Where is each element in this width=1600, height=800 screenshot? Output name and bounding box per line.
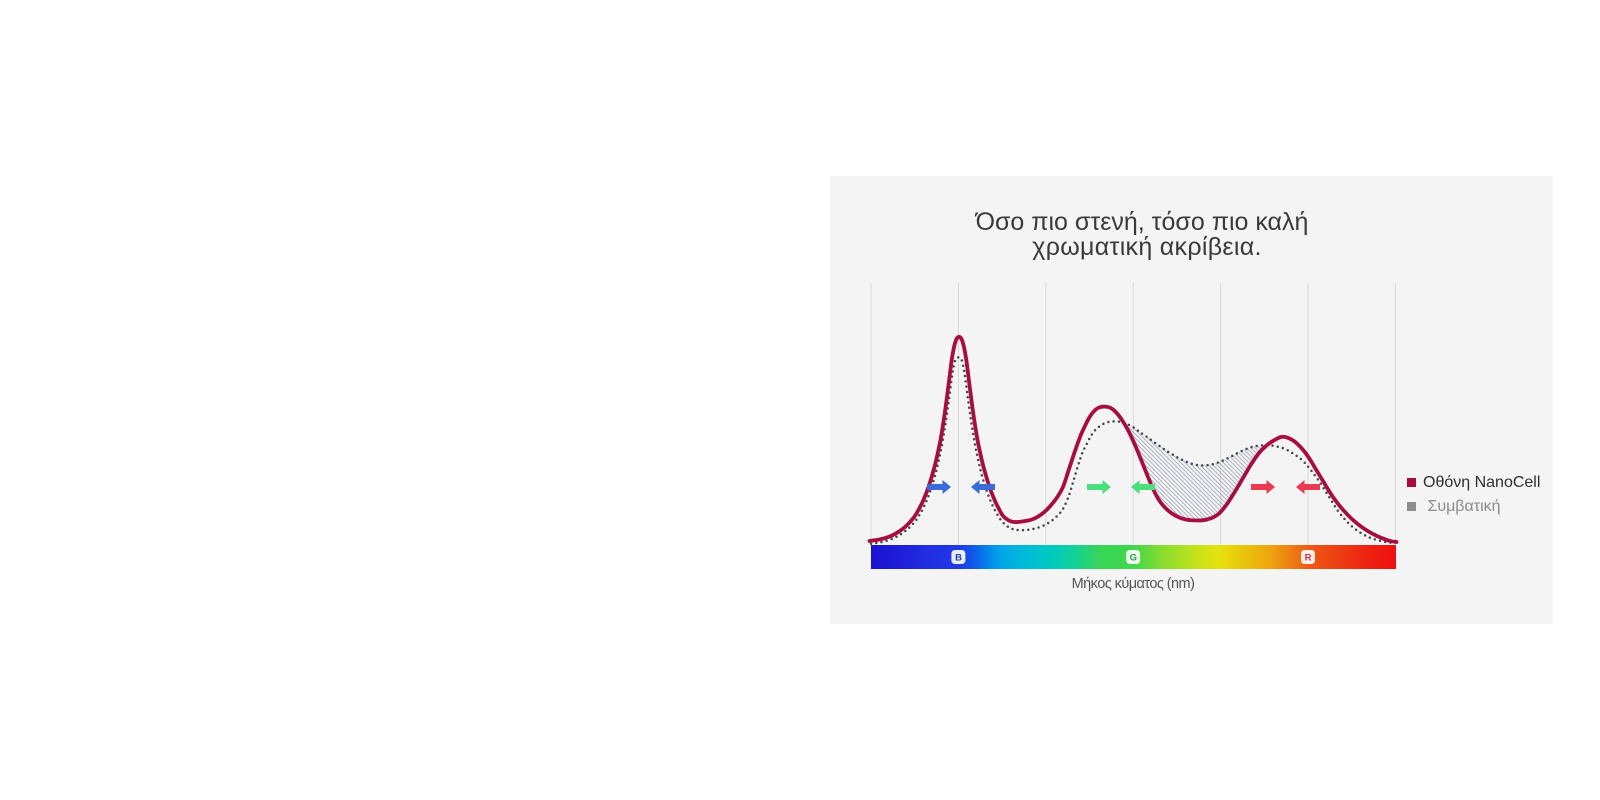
svg-text:Μήκος κύματος (nm): Μήκος κύματος (nm) [1072,576,1195,592]
svg-text:B: B [955,553,962,564]
svg-text:G: G [1130,553,1137,564]
svg-text:R: R [1305,553,1312,564]
